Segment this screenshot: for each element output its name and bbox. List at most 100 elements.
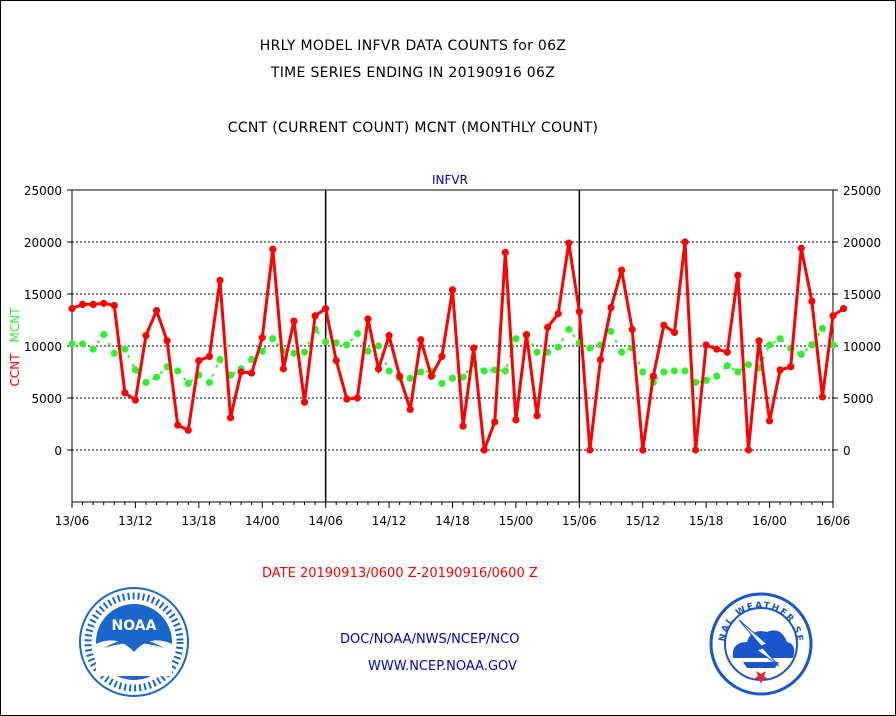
ccnt-point	[681, 238, 689, 246]
mcnt-point	[744, 361, 753, 369]
mcnt-point	[152, 373, 161, 381]
ccnt-point	[639, 446, 647, 454]
ccnt-point	[533, 412, 541, 420]
ccnt-point	[269, 245, 277, 253]
ccnt-point	[702, 341, 710, 349]
mcnt-point	[448, 374, 457, 382]
ccnt-point	[818, 393, 827, 401]
mcnt-point	[501, 367, 509, 375]
y-tick-label-left: 0	[54, 444, 62, 458]
x-tick-label: 15/06	[562, 514, 597, 528]
ccnt-point	[765, 417, 774, 425]
ccnt-point	[776, 366, 784, 374]
ccnt-point	[89, 300, 97, 308]
ccnt-point	[110, 301, 118, 310]
mcnt-point	[512, 335, 520, 343]
mcnt-point	[322, 338, 330, 346]
ccnt-point	[670, 328, 679, 337]
ccnt-point	[374, 365, 383, 373]
ccnt-point	[480, 446, 488, 454]
ccnt-point	[723, 348, 731, 356]
mcnt-point	[205, 378, 214, 386]
ccnt-point	[121, 389, 129, 397]
ccnt-point	[438, 352, 446, 360]
series-layer	[68, 238, 848, 454]
ccnt-point	[311, 312, 319, 320]
ccnt-point	[744, 446, 753, 454]
ccnt-point	[427, 372, 435, 380]
y-tick-label-right: 5000	[843, 392, 874, 406]
ccnt-point	[797, 244, 805, 252]
ccnt-point	[628, 325, 636, 333]
ylabel-ccnt: CCNT	[8, 353, 22, 387]
ccnt-point	[322, 304, 330, 313]
ccnt-point	[829, 312, 837, 320]
y-tick-label-left: 20000	[24, 236, 62, 250]
ccnt-point	[131, 396, 140, 404]
ccnt-point	[660, 321, 668, 329]
mcnt-point	[184, 379, 192, 388]
ccnt-point	[163, 337, 171, 345]
y-tick-label-left: 15000	[24, 288, 62, 302]
ccnt-point	[343, 395, 351, 403]
ccnt-point	[522, 330, 531, 339]
x-tick-label: 13/12	[118, 514, 153, 528]
ccnt-point	[755, 337, 763, 345]
x-tick-label: 16/00	[752, 514, 787, 528]
mcnt-point	[713, 372, 721, 380]
x-tick-label: 15/00	[499, 514, 534, 528]
ccnt-point	[575, 308, 583, 316]
chart-title-line3: CCNT (CURRENT COUNT) MCNT (MONTHLY COUNT…	[227, 120, 599, 136]
ccnt-point	[258, 334, 266, 342]
mcnt-point	[765, 341, 774, 349]
ccnt-point	[713, 345, 721, 353]
credit-line2: WWW.NCEP.NOAA.GOV	[368, 659, 517, 674]
ccnt-point	[512, 416, 520, 424]
ccnt-point	[565, 239, 573, 247]
x-tick-label: 14/12	[372, 514, 407, 528]
x-tick-label: 14/06	[308, 514, 343, 528]
y-tick-label-right: 25000	[843, 184, 881, 198]
noaa-logo-text: NOAA	[112, 618, 157, 634]
mcnt-point	[459, 373, 467, 381]
ccnt-point	[205, 352, 214, 360]
mcnt-point	[565, 325, 573, 333]
credit-line1: DOC/NOAA/NWS/NCEP/NCO	[340, 632, 520, 647]
x-tick-label: 15/12	[625, 514, 660, 528]
ccnt-point	[174, 421, 182, 429]
ccnt-point	[448, 286, 457, 294]
ccnt-point	[396, 372, 404, 380]
ccnt-point	[142, 332, 150, 340]
ccnt-point	[808, 297, 816, 305]
y-tick-label-right: 10000	[843, 340, 881, 354]
ccnt-point	[279, 365, 287, 373]
ccnt-point	[618, 266, 626, 274]
ccnt-point	[300, 398, 309, 406]
date-range-label: DATE 20190913/0600 Z-20190916/0600 Z	[262, 566, 538, 581]
mcnt-point	[618, 348, 626, 356]
ccnt-point	[406, 405, 414, 414]
y-tick-label-left: 25000	[24, 184, 62, 198]
ccnt-point	[596, 355, 605, 364]
ccnt-point	[290, 317, 298, 325]
ccnt-point	[332, 356, 340, 365]
ccnt-point	[226, 414, 235, 422]
ccnt-point	[491, 418, 499, 426]
y-tick-label-left: 5000	[31, 392, 62, 406]
series-line-ccnt	[71, 241, 845, 451]
chart-title-line2: TIME SERIES ENDING IN 20190916 06Z	[270, 65, 556, 81]
series-line-mcnt	[72, 326, 834, 385]
ccnt-point	[554, 310, 562, 318]
ccnt-point	[459, 422, 467, 430]
mcnt-point	[734, 368, 742, 376]
ccnt-point	[78, 300, 87, 308]
ccnt-point	[385, 332, 393, 340]
x-tick-label: 14/00	[245, 514, 280, 528]
x-tick-label: 16/06	[816, 514, 851, 528]
y-tick-label-right: 20000	[843, 236, 881, 250]
ylabel-mcnt: MCNT	[8, 307, 22, 343]
ccnt-point	[68, 304, 76, 313]
ccnt-point	[607, 303, 615, 312]
x-tick-label: 13/18	[182, 514, 217, 528]
x-tick-label: 14/18	[435, 514, 470, 528]
